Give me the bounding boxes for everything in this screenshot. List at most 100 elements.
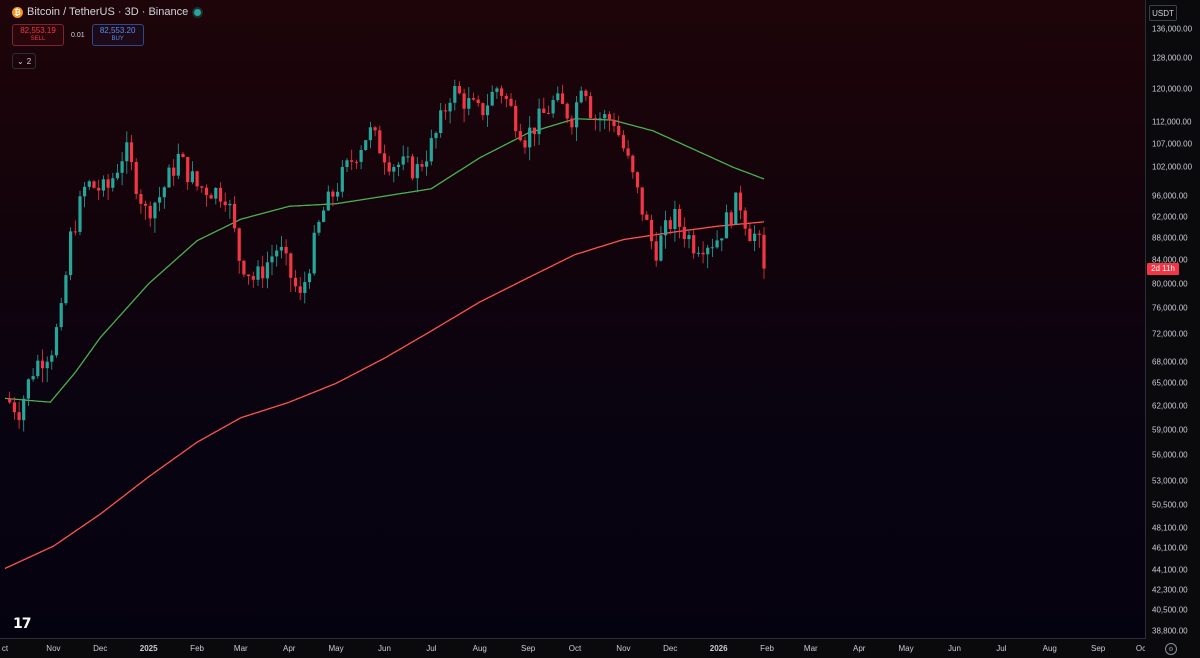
price-tick-label: 65,000.00 — [1152, 378, 1188, 388]
price-axis[interactable]: USDT 136,000.00 128,000.00 120,000.00 112,0… — [1145, 0, 1200, 658]
candle-up — [322, 210, 326, 222]
candle-up — [396, 164, 401, 167]
candle-down — [289, 253, 293, 278]
candle-down — [532, 127, 536, 134]
time-axis[interactable]: ct Nov Dec 2025 Feb Mar Apr May Jun Jul Aug Sep Oct N… — [0, 638, 1200, 658]
candle-down — [654, 241, 658, 261]
candle-up — [167, 167, 171, 188]
candle-down — [565, 103, 569, 119]
price-tick-label: 84,000.00 — [1152, 255, 1188, 265]
time-tick-label: Nov — [616, 644, 631, 653]
candle-up — [495, 88, 499, 92]
chart-area[interactable]: ₿ Bitcoin / TetherUS · 3D · Binance 82,5… — [0, 0, 1145, 638]
candle-up — [696, 252, 700, 254]
candle-up — [190, 171, 194, 183]
candle-up — [453, 86, 457, 103]
sell-button[interactable]: 82,553.19 SELL — [12, 24, 64, 46]
candle-down — [518, 131, 522, 141]
indicators-toggle[interactable]: ⌄ 2 — [12, 53, 37, 69]
candle-down — [148, 205, 152, 219]
candle-down — [143, 203, 148, 206]
candle-up — [598, 118, 602, 120]
price-tick-label: 50,500.00 — [1152, 500, 1188, 509]
currency-unit-selector[interactable]: USDT — [1149, 5, 1177, 21]
candle-down — [701, 252, 705, 255]
candle-down — [298, 286, 302, 293]
candle-down — [354, 161, 358, 163]
candle-down — [584, 90, 588, 97]
trade-panel: 82,553.19 SELL 0.01 82,553.20 BUY — [12, 24, 144, 46]
candle-down — [284, 246, 288, 254]
time-tick-label: Oc — [1135, 644, 1147, 653]
candle-up — [359, 150, 363, 162]
price-tick-label: 56,000.00 — [1152, 450, 1188, 460]
buy-button[interactable]: 82,553.20 BUY — [91, 24, 144, 46]
candle-down — [509, 98, 513, 106]
candle-up — [448, 102, 452, 112]
candle-down — [40, 360, 45, 369]
candle-up — [575, 102, 579, 128]
candle-down — [420, 164, 424, 167]
candle-down — [17, 412, 21, 421]
candle-down — [635, 172, 640, 188]
candle-up — [434, 133, 438, 139]
time-tick-label: Apr — [852, 644, 866, 653]
time-tick-label: Jul — [996, 644, 1007, 653]
candles — [8, 79, 766, 432]
candle-up — [425, 161, 429, 167]
price-tick-label: 80,000.00 — [1152, 279, 1188, 289]
candle-down — [12, 402, 16, 413]
candle-down — [738, 192, 743, 211]
candle-up — [22, 398, 26, 421]
time-tick-label: Sep — [1091, 644, 1106, 653]
candle-down — [589, 96, 593, 119]
candle-up — [176, 153, 180, 176]
candle-down — [378, 130, 382, 154]
candle-down — [668, 220, 672, 229]
candle-up — [490, 91, 494, 106]
candle-down — [237, 228, 241, 261]
candle-down — [373, 127, 377, 131]
time-tick-label: Feb — [190, 644, 204, 653]
candle-up — [78, 196, 82, 232]
candle-up — [467, 98, 471, 109]
gear-icon[interactable]: ⚙ — [1165, 643, 1177, 655]
candle-down — [261, 266, 265, 279]
time-tick-label: 2025 — [139, 644, 158, 653]
candle-down — [729, 212, 733, 225]
candle-up — [87, 181, 91, 187]
candle-up — [720, 238, 724, 241]
sell-price: 82,553.19 — [20, 26, 56, 35]
candle-down — [411, 156, 415, 179]
price-tick-label: 96,000.00 — [1152, 191, 1188, 201]
candle-down — [387, 162, 391, 172]
candle-up — [687, 235, 691, 240]
candle-up — [753, 233, 757, 241]
candle-down — [223, 201, 227, 206]
candle-down — [612, 120, 616, 126]
candle-down — [743, 210, 747, 229]
candle-up — [551, 100, 555, 114]
candle-up — [603, 114, 607, 119]
candle-up — [120, 161, 124, 173]
candle-up — [26, 379, 30, 399]
candle-up — [83, 186, 87, 197]
candle-up — [36, 360, 40, 377]
candle-up — [64, 275, 68, 304]
time-tick-label: Dec — [93, 644, 108, 653]
buy-label: BUY — [111, 36, 124, 42]
candle-up — [368, 127, 372, 141]
price-tick-label: 136,000.00 — [1152, 24, 1193, 34]
candle-down — [247, 274, 251, 277]
candle-up — [31, 376, 35, 380]
price-tick-label: 92,000.00 — [1152, 212, 1188, 222]
time-tick-label: Feb — [760, 644, 774, 653]
candle-down — [476, 99, 480, 104]
candle-down — [678, 209, 682, 227]
candle-down — [631, 155, 635, 173]
candlestick-chart[interactable] — [0, 0, 1145, 638]
time-tick-label: Jul — [426, 644, 437, 653]
candle-up — [45, 361, 49, 369]
candle-down — [8, 398, 12, 403]
tradingview-logo[interactable]: 17 — [13, 616, 32, 632]
